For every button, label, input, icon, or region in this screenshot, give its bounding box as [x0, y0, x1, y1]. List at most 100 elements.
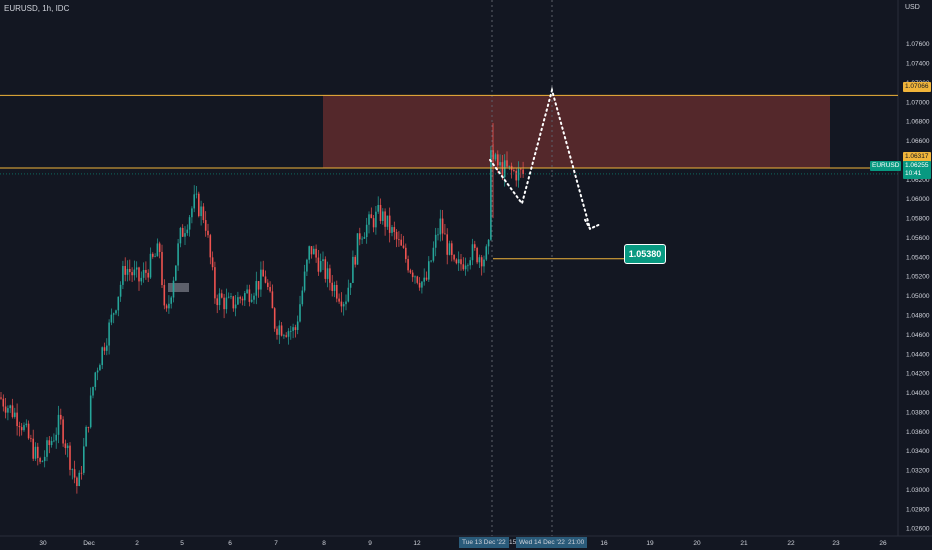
current-price-value: 1.06255 — [905, 162, 929, 169]
candle-body — [191, 208, 193, 218]
time-tick-label: 22 — [787, 540, 795, 547]
candle-body — [441, 218, 444, 234]
candle-body — [494, 154, 497, 160]
candle-body — [490, 150, 492, 240]
price-callout[interactable]: 1.05380 — [624, 244, 666, 264]
candle-body — [55, 434, 57, 441]
candle-body — [112, 313, 115, 315]
candle-body — [310, 246, 313, 255]
candle-body — [62, 419, 64, 444]
price-tick-label: 1.04000 — [906, 390, 930, 397]
price-tick-label: 1.07400 — [906, 61, 930, 68]
candle-body — [319, 261, 322, 272]
candle-body — [48, 440, 51, 446]
candle-body — [444, 233, 446, 235]
candle-body — [99, 365, 101, 371]
candle-body — [290, 330, 292, 332]
time-label-first: Tue 13 Dec '22 — [459, 537, 509, 548]
candle-body — [313, 248, 315, 255]
candle-body — [43, 456, 46, 462]
projection-path[interactable] — [489, 86, 591, 230]
candle-body — [462, 264, 465, 270]
candle-body — [405, 247, 407, 260]
candle-body — [457, 259, 460, 264]
candle-body — [96, 370, 99, 373]
candle-body — [154, 256, 156, 258]
time-axis: 30 Dec 2 5 6 7 8 9 12 16 19 20 21 22 23 26 — [39, 540, 887, 547]
price-tick-label: 1.05600 — [906, 235, 930, 242]
price-tick-label: 1.04200 — [906, 371, 930, 378]
candle-body — [106, 345, 108, 351]
candle-body — [140, 277, 143, 282]
candle-body — [354, 256, 356, 265]
candle-body — [2, 398, 5, 407]
candle-body — [386, 215, 389, 227]
candle-body — [329, 268, 331, 283]
time-tick-label: 21 — [740, 540, 748, 547]
candle-body — [476, 247, 478, 263]
time-tick-label: 20 — [693, 540, 701, 547]
candle-body — [434, 234, 437, 248]
candle-body — [131, 272, 133, 276]
candle-body — [57, 414, 60, 435]
candle-body — [34, 446, 37, 459]
candle-body — [460, 259, 462, 265]
candle-body — [186, 229, 189, 234]
candle-body — [503, 160, 506, 178]
candle-body — [27, 423, 30, 439]
candle-body — [244, 293, 246, 301]
candle-body — [53, 440, 55, 442]
price-tick-label: 1.07600 — [906, 41, 930, 48]
candle-body — [60, 414, 62, 420]
candle-body — [478, 257, 481, 263]
candle-body — [202, 206, 205, 221]
candle-body — [453, 254, 455, 260]
candle-body — [103, 347, 106, 351]
time-label-mid: 15: — [509, 539, 519, 546]
candle-body — [340, 301, 343, 307]
candle-body — [216, 298, 218, 306]
candle-body — [232, 296, 235, 309]
candle-body — [0, 397, 2, 399]
candle-body — [273, 308, 276, 329]
candle-body — [262, 269, 264, 277]
candle-body — [285, 335, 287, 337]
candle-body — [92, 386, 94, 396]
price-tick-label: 1.06600 — [906, 138, 930, 145]
candle-body — [163, 285, 166, 306]
price-tick-label: 1.07000 — [906, 99, 930, 106]
candle-body — [269, 287, 271, 292]
candle-body — [39, 458, 41, 462]
candle-body — [85, 427, 87, 447]
candle-body — [283, 335, 285, 337]
candle-series — [0, 123, 524, 494]
candle-body — [267, 282, 269, 288]
price-tick-label: 1.05000 — [906, 293, 930, 300]
resistance-zone[interactable] — [323, 95, 830, 168]
candle-body — [471, 244, 474, 261]
candle-body — [375, 211, 377, 228]
candle-body — [241, 298, 244, 301]
candle-body — [467, 265, 469, 267]
candle-body — [359, 233, 361, 240]
candle-body — [179, 227, 182, 244]
candle-body — [50, 440, 53, 446]
candle-body — [292, 327, 294, 331]
candle-body — [193, 194, 195, 209]
candle-body — [446, 234, 448, 255]
candle-body — [382, 211, 384, 221]
candle-body — [317, 257, 320, 272]
candle-body — [299, 304, 301, 322]
candle-body — [423, 277, 425, 282]
candle-body — [80, 472, 83, 474]
time-tick-label: 26 — [879, 540, 887, 547]
candle-body — [520, 168, 522, 170]
price-tick-label: 1.02600 — [906, 526, 930, 533]
candle-body — [7, 408, 9, 413]
candle-body — [377, 204, 379, 212]
candle-body — [333, 284, 336, 291]
candle-body — [142, 269, 145, 278]
candle-body — [253, 295, 255, 300]
